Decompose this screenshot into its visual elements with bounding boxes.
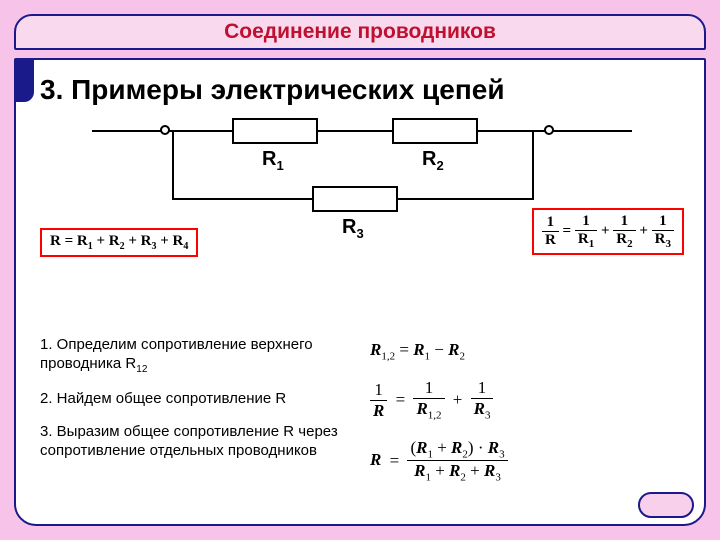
series-formula-box: R = R1 + R2 + R3 + R4 bbox=[40, 228, 198, 257]
parallel-formula-box: 1R = 1R1 + 1R2 + 1R3 bbox=[532, 208, 684, 255]
resistor-r1 bbox=[232, 118, 318, 144]
label-r2: R2 bbox=[422, 148, 444, 173]
wire bbox=[398, 198, 532, 200]
step-1: 1. Определим сопротивление верхнего пров… bbox=[40, 336, 340, 376]
slide-frame: Соединение проводников 3. Примеры электр… bbox=[0, 0, 720, 540]
step-2: 2. Найдем общее сопротивление R bbox=[40, 390, 340, 409]
header-bar: Соединение проводников bbox=[14, 14, 706, 50]
wire bbox=[318, 130, 392, 132]
wire bbox=[532, 130, 534, 200]
content-frame: 3. Примеры электрических цепей bbox=[14, 58, 706, 526]
equations: R1,2 = R1 − R2 1R = 1R1,2 + 1R3 bbox=[340, 336, 684, 500]
eq-1: R1,2 = R1 − R2 bbox=[370, 340, 684, 362]
header-title: Соединение проводников bbox=[224, 20, 496, 44]
lower-section: 1. Определим сопротивление верхнего пров… bbox=[40, 336, 684, 500]
step-3: 3. Выразим общее сопротивление R через с… bbox=[40, 423, 340, 461]
eq-3: R = (R1 + R2) · R3 R1 + R2 + R3 bbox=[370, 438, 684, 484]
wire bbox=[172, 198, 312, 200]
content-inner: 3. Примеры электрических цепей bbox=[40, 68, 684, 512]
section-heading: 3. Примеры электрических цепей bbox=[40, 74, 684, 106]
resistor-r3 bbox=[312, 186, 398, 212]
wire bbox=[478, 130, 632, 132]
eq-2: 1R = 1R1,2 + 1R3 bbox=[370, 378, 684, 421]
label-r1: R1 bbox=[262, 148, 284, 173]
terminal-right bbox=[544, 125, 554, 135]
wire bbox=[172, 130, 174, 200]
label-r3: R3 bbox=[342, 216, 364, 241]
steps-text: 1. Определим сопротивление верхнего пров… bbox=[40, 336, 340, 500]
resistor-r2 bbox=[392, 118, 478, 144]
terminal-left bbox=[160, 125, 170, 135]
side-tab bbox=[14, 58, 34, 102]
